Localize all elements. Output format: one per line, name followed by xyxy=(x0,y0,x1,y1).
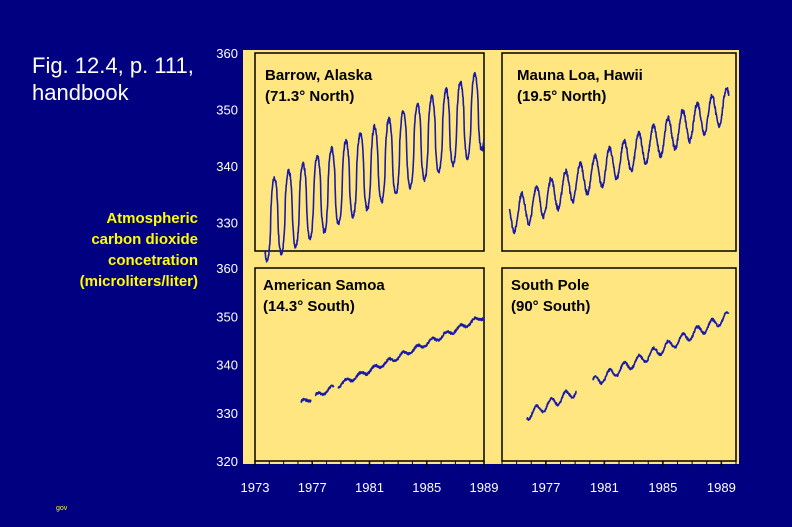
panel-title: Barrow, Alaska xyxy=(265,67,373,84)
y-axis-label-line: Atmospheric xyxy=(106,210,198,227)
panel-subtitle: (71.3° North) xyxy=(265,88,354,105)
x-tick-label: 1973 xyxy=(241,480,270,495)
x-tick-label: 1989 xyxy=(470,480,499,495)
title-line-1: Fig. 12.4, p. 111, xyxy=(32,53,194,78)
panel-subtitle: (14.3° South) xyxy=(263,298,355,315)
y-tick-label: 340 xyxy=(216,159,238,174)
x-tick-label: 1977 xyxy=(298,480,327,495)
y-tick-label: 340 xyxy=(216,358,238,373)
co2-series-line xyxy=(526,311,730,421)
y-tick-label: 360 xyxy=(216,261,238,276)
y-tick-label: 360 xyxy=(216,46,238,61)
x-tick-label: 1985 xyxy=(648,480,677,495)
y-axis-label-line: concetration xyxy=(107,252,198,269)
title-line-2: handbook xyxy=(32,80,129,105)
co2-series-line xyxy=(264,71,485,263)
y-axis-label-line: carbon dioxide xyxy=(91,231,198,248)
panel-title: South Pole xyxy=(511,277,589,294)
y-axis-label: Atmospheric carbon dioxide concetration … xyxy=(38,208,198,292)
panel-subtitle: (19.5° North) xyxy=(517,88,606,105)
co2-series-line xyxy=(300,316,485,403)
x-tick-label: 1985 xyxy=(412,480,441,495)
panel-frame xyxy=(254,52,485,252)
plot-background xyxy=(243,50,739,464)
x-tick-label: 1981 xyxy=(590,480,619,495)
panel-title: Mauna Loa, Hawii xyxy=(517,67,643,84)
y-tick-label: 350 xyxy=(216,309,238,324)
y-tick-label: 320 xyxy=(216,454,238,469)
slide-title: Fig. 12.4, p. 111, handbook xyxy=(32,52,194,106)
y-axis-label-line: (microliters/liter) xyxy=(79,273,198,290)
y-tick-label: 330 xyxy=(216,406,238,421)
y-tick-label: 350 xyxy=(216,103,238,118)
panel-frame xyxy=(501,52,737,252)
y-tick-label: 330 xyxy=(216,216,238,231)
panel-title: American Samoa xyxy=(263,277,385,294)
footer-note: gov xyxy=(56,505,68,512)
x-tick-label: 1981 xyxy=(355,480,384,495)
co2-series-line xyxy=(508,87,730,235)
x-tick-label: 1989 xyxy=(707,480,736,495)
panel-subtitle: (90° South) xyxy=(511,298,590,315)
x-tick-label: 1977 xyxy=(531,480,560,495)
